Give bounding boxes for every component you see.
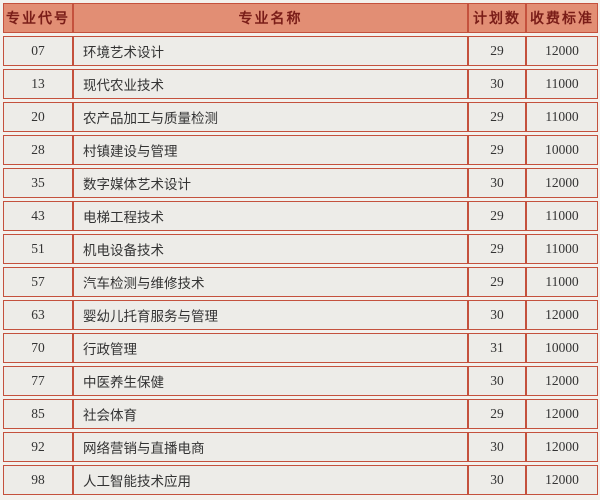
major-name-cell: 行政管理 [73,333,468,363]
fee-standard-cell: 12000 [526,432,598,462]
major-code-cell: 43 [3,201,73,231]
plan-count-cell: 29 [468,102,526,132]
plan-count-cell: 30 [468,465,526,495]
major-name-cell: 汽车检测与维修技术 [73,267,468,297]
plan-count-cell: 29 [468,201,526,231]
fee-standard-cell: 12000 [526,36,598,66]
major-code-cell: 63 [3,300,73,330]
plan-count-cell: 30 [468,168,526,198]
plan-count-cell: 30 [468,69,526,99]
fee-standard-cell: 12000 [526,399,598,429]
plan-count-cell: 30 [468,366,526,396]
major-code-cell: 98 [3,465,73,495]
table-row: 20 农产品加工与质量检测 29 11000 [3,102,598,132]
table-row: 70 行政管理 31 10000 [3,333,598,363]
table-row: 63 婴幼儿托育服务与管理 30 12000 [3,300,598,330]
major-code-cell: 28 [3,135,73,165]
plan-count-cell: 29 [468,135,526,165]
fee-standard-cell: 11000 [526,267,598,297]
plan-count-cell: 29 [468,267,526,297]
major-name-cell: 农产品加工与质量检测 [73,102,468,132]
major-name-cell: 电梯工程技术 [73,201,468,231]
major-code-cell: 70 [3,333,73,363]
major-name-cell: 环境艺术设计 [73,36,468,66]
table-row: 28 村镇建设与管理 29 10000 [3,135,598,165]
table-row: 98 人工智能技术应用 30 12000 [3,465,598,495]
table-row: 35 数字媒体艺术设计 30 12000 [3,168,598,198]
fee-standard-cell: 12000 [526,300,598,330]
fee-standard-cell: 11000 [526,201,598,231]
fee-standard-cell: 10000 [526,333,598,363]
table-row: 92 网络营销与直播电商 30 12000 [3,432,598,462]
fee-standard-cell: 11000 [526,234,598,264]
major-name-cell: 人工智能技术应用 [73,465,468,495]
header-cell-fee-standard: 收费标准 [526,3,598,33]
major-name-cell: 现代农业技术 [73,69,468,99]
major-code-cell: 92 [3,432,73,462]
majors-table: 专业代号 专业名称 计划数 收费标准 07 环境艺术设计 29 12000 13 现代农业技术 3… [3,0,598,498]
major-name-cell: 社会体育 [73,399,468,429]
table-row: 77 中医养生保健 30 12000 [3,366,598,396]
header-cell-plan-count: 计划数 [468,3,526,33]
table-row: 13 现代农业技术 30 11000 [3,69,598,99]
fee-standard-cell: 12000 [526,168,598,198]
major-code-cell: 51 [3,234,73,264]
fee-standard-cell: 11000 [526,69,598,99]
major-name-cell: 中医养生保健 [73,366,468,396]
plan-count-cell: 29 [468,234,526,264]
fee-standard-cell: 12000 [526,465,598,495]
major-code-cell: 35 [3,168,73,198]
table-row: 57 汽车检测与维修技术 29 11000 [3,267,598,297]
major-code-cell: 77 [3,366,73,396]
fee-standard-cell: 12000 [526,366,598,396]
table-header-row: 专业代号 专业名称 计划数 收费标准 [3,3,598,33]
plan-count-cell: 30 [468,432,526,462]
majors-table-container: 专业代号 专业名称 计划数 收费标准 07 环境艺术设计 29 12000 13 现代农业技术 3… [3,0,598,498]
major-code-cell: 20 [3,102,73,132]
table-row: 51 机电设备技术 29 11000 [3,234,598,264]
major-code-cell: 07 [3,36,73,66]
major-code-cell: 85 [3,399,73,429]
plan-count-cell: 31 [468,333,526,363]
major-name-cell: 网络营销与直播电商 [73,432,468,462]
major-name-cell: 村镇建设与管理 [73,135,468,165]
table-row: 43 电梯工程技术 29 11000 [3,201,598,231]
major-name-cell: 机电设备技术 [73,234,468,264]
table-row: 07 环境艺术设计 29 12000 [3,36,598,66]
plan-count-cell: 29 [468,36,526,66]
plan-count-cell: 29 [468,399,526,429]
major-name-cell: 数字媒体艺术设计 [73,168,468,198]
major-code-cell: 13 [3,69,73,99]
major-name-cell: 婴幼儿托育服务与管理 [73,300,468,330]
table-row: 85 社会体育 29 12000 [3,399,598,429]
plan-count-cell: 30 [468,300,526,330]
fee-standard-cell: 11000 [526,102,598,132]
table-body: 07 环境艺术设计 29 12000 13 现代农业技术 30 11000 20 农产品加工与质量… [3,36,598,495]
header-cell-major-name: 专业名称 [73,3,468,33]
major-code-cell: 57 [3,267,73,297]
fee-standard-cell: 10000 [526,135,598,165]
header-cell-major-code: 专业代号 [3,3,73,33]
